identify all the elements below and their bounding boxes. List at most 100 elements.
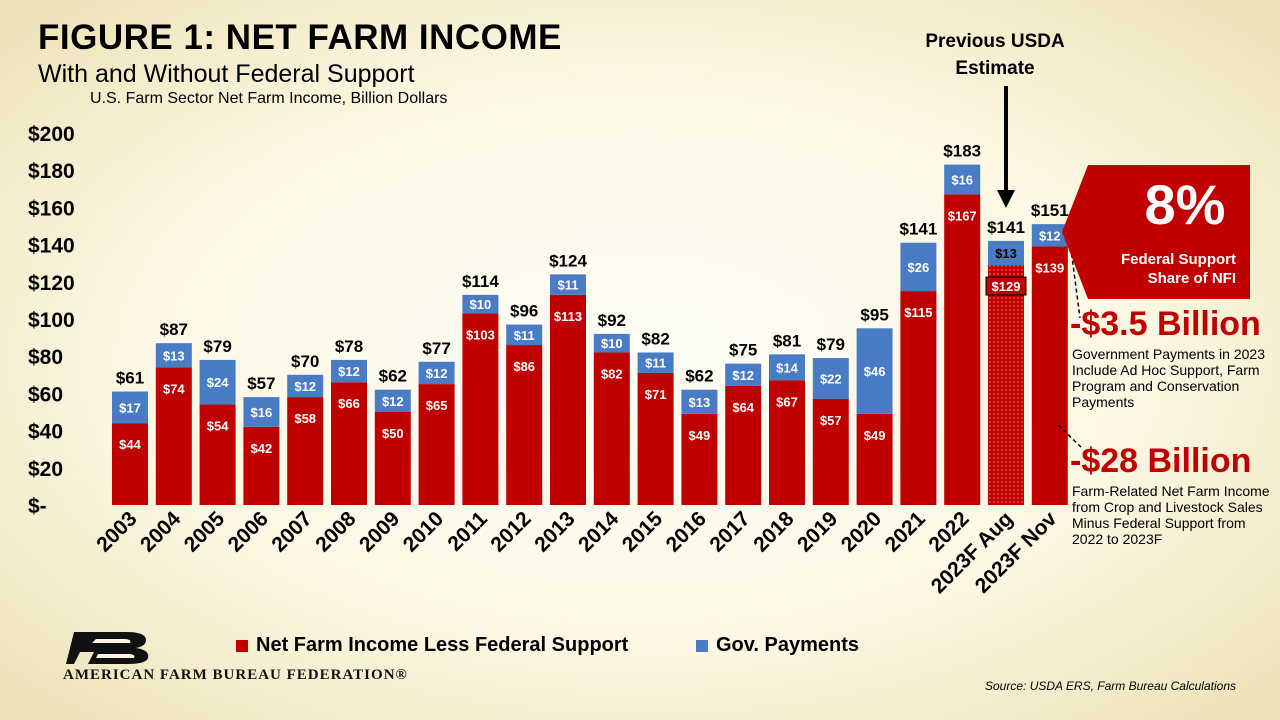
- data-label-net-income: $82: [601, 366, 623, 381]
- bar-net-income: [1031, 246, 1068, 505]
- data-label-gov-payments: $12: [382, 394, 404, 409]
- data-label-total: $124: [549, 251, 587, 270]
- data-label-net-income: $50: [382, 426, 404, 441]
- bar-gov-payments: [374, 389, 411, 412]
- y-tick-label: $80: [28, 346, 63, 369]
- callout-connector: [1069, 239, 1081, 319]
- bar-net-income: [944, 194, 981, 505]
- x-tick-label: 2008: [311, 507, 361, 557]
- estimate-label-box: [985, 276, 1027, 296]
- x-tick-label: 2010: [399, 507, 448, 556]
- data-label-gov-payments: $46: [864, 364, 886, 379]
- data-label-gov-payments: $22: [820, 372, 842, 387]
- data-label-total: $79: [817, 335, 845, 354]
- bar-net-income: [374, 412, 411, 505]
- bar-net-income: [287, 397, 324, 505]
- data-label-total: $62: [685, 367, 713, 386]
- data-label-total: $92: [598, 311, 626, 330]
- data-label-net-income: $167: [948, 208, 977, 223]
- share-label: Federal Support Share of NFI: [1120, 251, 1236, 287]
- data-label-gov-payments: $24: [207, 375, 229, 390]
- data-label-total: $78: [335, 337, 363, 356]
- bar-gov-payments: [506, 324, 543, 346]
- data-label-total: $81: [773, 331, 801, 350]
- legend-swatch-red: [236, 639, 248, 652]
- bar-net-income: [112, 423, 148, 505]
- data-label-net-income: $113: [554, 309, 582, 324]
- x-tick-label: 2020: [837, 507, 886, 556]
- bar-gov-payments: [769, 354, 805, 381]
- bar-gov-payments: [900, 242, 937, 292]
- data-label-gov-payments: $11: [645, 356, 666, 371]
- callout-connector: [1057, 424, 1083, 449]
- farm-change-note: Farm-Related Net Farm Income from Crop a…: [1072, 483, 1270, 547]
- y-tick-label: $-: [28, 495, 47, 518]
- x-tick-label: 2006: [224, 507, 273, 556]
- fb-logo-icon: [66, 632, 149, 664]
- arrow-head-icon: [997, 190, 1015, 208]
- bar-gov-payments: [593, 333, 630, 353]
- previous-estimate-label: Previous USDA Estimate: [925, 31, 1065, 79]
- share-callout-shape: [1062, 165, 1250, 299]
- org-name: AMERICAN FARM BUREAU FEDERATION®: [63, 667, 408, 683]
- legend-item-blue: Gov. Payments: [696, 634, 859, 657]
- bar-net-income: [812, 398, 849, 505]
- bar-gov-payments: [550, 274, 586, 295]
- x-tick-label: 2004: [136, 507, 186, 557]
- x-tick-label: 2021: [881, 507, 931, 557]
- data-label-net-income: $44: [119, 437, 141, 452]
- bar-net-income: [900, 291, 937, 505]
- farm-change-value: -$28 Billion: [1070, 442, 1252, 480]
- data-label-net-income: $74: [163, 381, 185, 396]
- data-label-total: $96: [510, 302, 538, 321]
- legend-swatch-blue: [696, 639, 708, 652]
- bar-gov-payments: [856, 328, 893, 414]
- data-label-total: $79: [203, 337, 231, 356]
- y-tick-label: $40: [28, 421, 63, 444]
- data-label-total: $62: [379, 367, 407, 386]
- data-label-total: $61: [116, 369, 144, 388]
- data-label-total: $183: [943, 142, 981, 161]
- y-tick-label: $160: [28, 197, 75, 220]
- data-label-gov-payments: $12: [426, 366, 448, 381]
- bar-gov-payments: [462, 294, 499, 314]
- bar-gov-payments: [331, 359, 367, 383]
- bar-gov-payments: [812, 358, 849, 399]
- gov-change-value: -$3.5 Billion: [1070, 305, 1261, 343]
- data-label-total: $151: [1031, 201, 1069, 220]
- data-label-total: $77: [422, 339, 450, 358]
- data-label-total: $141: [987, 218, 1025, 237]
- bar-net-income: [243, 426, 280, 505]
- x-tick-label: 2003: [92, 507, 141, 556]
- bar-gov-payments: [112, 391, 148, 424]
- bar-gov-payments: [287, 374, 324, 398]
- data-label-gov-payments: $12: [294, 379, 316, 394]
- bar-net-income: [637, 372, 674, 505]
- bar-gov-payments: [944, 164, 981, 195]
- bar-net-income: [199, 404, 236, 505]
- x-tick-label: 2007: [267, 507, 316, 556]
- data-label-total: $141: [899, 220, 937, 239]
- y-tick-label: $200: [28, 123, 75, 146]
- data-label-total: $70: [291, 352, 319, 371]
- bar-net-income: [725, 385, 762, 505]
- y-tick-label: $60: [28, 383, 63, 406]
- data-label-net-income: $57: [820, 413, 842, 428]
- y-tick-label: $180: [28, 160, 75, 183]
- bar-net-income: [462, 313, 499, 505]
- bar-gov-payments: [637, 352, 674, 373]
- bar-net-income: [506, 345, 543, 505]
- data-label-net-income: $49: [689, 428, 711, 443]
- bar-gov-payments: [418, 361, 455, 385]
- legend-item-red: Net Farm Income Less Federal Support: [236, 634, 628, 657]
- chart-subtitle: With and Without Federal Support: [38, 60, 415, 88]
- x-tick-label: 2014: [574, 507, 624, 557]
- bar-net-income: [988, 265, 1024, 505]
- data-label-gov-payments: $13: [163, 348, 185, 363]
- y-tick-label: $20: [28, 458, 63, 481]
- data-label-gov-payments: $12: [732, 368, 754, 383]
- chart-title: FIGURE 1: NET FARM INCOME: [38, 18, 562, 57]
- data-label-gov-payments: $13: [689, 395, 711, 410]
- data-label-total: $57: [247, 374, 275, 393]
